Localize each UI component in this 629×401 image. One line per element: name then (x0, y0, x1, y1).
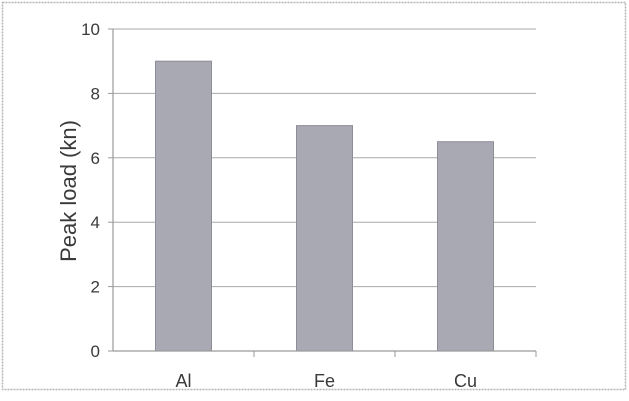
bar-fe (296, 125, 353, 352)
y-tick-label-4: 4 (91, 213, 100, 232)
y-tick-label-6: 6 (91, 149, 100, 168)
x-tick-label-al: Al (175, 371, 191, 391)
y-axis-label: Peak load (kn) (56, 120, 81, 262)
x-tick-label-fe: Fe (314, 371, 335, 391)
bars (155, 60, 537, 357)
bar-al (155, 60, 212, 352)
y-tick-label-10: 10 (81, 20, 100, 39)
x-tick-labels: Al Fe Cu (175, 371, 477, 391)
bar-cu (437, 141, 494, 352)
y-tick-label-2: 2 (91, 278, 100, 297)
y-tick-label-8: 8 (91, 84, 100, 103)
y-tick-label-0: 0 (91, 342, 100, 361)
x-tick-label-cu: Cu (454, 371, 477, 391)
axes (112, 29, 536, 352)
y-tick-labels: 0 2 4 6 8 10 (81, 20, 100, 361)
